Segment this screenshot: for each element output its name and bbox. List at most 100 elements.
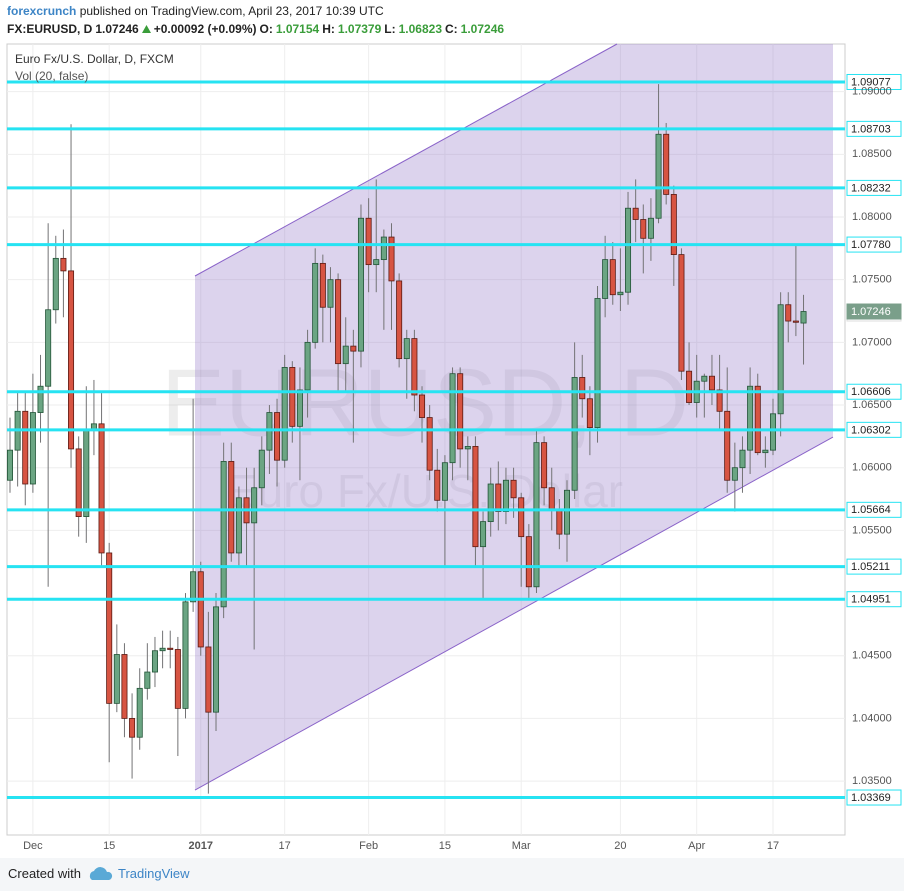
candle-down bbox=[106, 552, 113, 704]
y-tick-label: 1.05500 bbox=[852, 524, 892, 536]
header: forexcrunch published on TradingView.com… bbox=[0, 0, 904, 42]
candle-up bbox=[182, 601, 189, 709]
x-tick-label: Mar bbox=[512, 840, 531, 852]
level-label: 1.09077 bbox=[851, 76, 891, 88]
x-tick-label: Dec bbox=[23, 840, 43, 852]
level-box bbox=[846, 558, 902, 575]
candle-up bbox=[342, 345, 349, 365]
level-label: 1.07780 bbox=[851, 239, 891, 251]
y-tick-label: 1.03500 bbox=[852, 775, 892, 787]
candle-down bbox=[365, 217, 372, 266]
brand-link[interactable]: TradingView bbox=[118, 866, 190, 881]
candle-up bbox=[281, 367, 288, 461]
candle-down bbox=[640, 219, 647, 239]
candle-up bbox=[220, 461, 227, 608]
candle-down bbox=[716, 389, 723, 412]
author[interactable]: forexcrunch bbox=[7, 4, 77, 18]
candle-down bbox=[670, 194, 677, 255]
plot-area bbox=[6, 43, 846, 836]
candle-down bbox=[274, 412, 281, 461]
channel-lower bbox=[194, 436, 834, 791]
candle-up bbox=[213, 606, 220, 713]
candle-up bbox=[380, 236, 387, 261]
level-label: 1.05211 bbox=[851, 561, 890, 573]
candle-up bbox=[312, 262, 319, 343]
candle-up bbox=[235, 497, 242, 554]
level-box bbox=[846, 421, 902, 438]
candle-up bbox=[45, 309, 52, 387]
y-tick-label: 1.06500 bbox=[852, 399, 892, 411]
footer: Created with TradingView bbox=[0, 858, 904, 891]
l-value: 1.06823 bbox=[398, 22, 442, 36]
candle-up bbox=[563, 489, 570, 535]
level-box bbox=[846, 120, 902, 137]
candle-up bbox=[731, 467, 738, 481]
candle-down bbox=[434, 469, 441, 501]
candle-up bbox=[441, 462, 448, 501]
candle-up bbox=[29, 412, 36, 485]
candle-up bbox=[37, 385, 44, 413]
candle-up bbox=[594, 298, 601, 428]
candle-down bbox=[22, 410, 29, 485]
candle-up bbox=[464, 445, 471, 450]
candle-up bbox=[480, 521, 487, 548]
candle-down bbox=[785, 304, 792, 322]
x-tick-label: Feb bbox=[359, 840, 378, 852]
level-box bbox=[846, 501, 902, 518]
legend-volume: Vol (20, false) bbox=[15, 69, 88, 83]
candle-up bbox=[403, 338, 410, 360]
h-value: 1.07379 bbox=[337, 22, 382, 36]
symbol: FX:EURUSD, D bbox=[7, 22, 93, 36]
level-label: 1.05664 bbox=[851, 504, 891, 516]
candle-up bbox=[625, 207, 632, 293]
candle-down bbox=[495, 483, 502, 512]
candle-down bbox=[548, 487, 555, 511]
l-label: L: bbox=[384, 22, 396, 36]
y-tick-label: 1.07500 bbox=[852, 274, 892, 286]
candle-down bbox=[350, 345, 357, 352]
o-label: O: bbox=[259, 22, 273, 36]
level-box bbox=[846, 591, 902, 608]
candle-up bbox=[304, 341, 311, 391]
candle-up bbox=[617, 291, 624, 296]
candle-down bbox=[419, 394, 426, 418]
candle-down bbox=[75, 448, 82, 517]
candle-down bbox=[556, 509, 563, 535]
candle-down bbox=[174, 649, 181, 709]
y-tick-label: 1.04000 bbox=[852, 712, 892, 724]
legend-title: Euro Fx/U.S. Dollar, D, FXCM bbox=[15, 52, 174, 66]
x-tick-label: Apr bbox=[688, 840, 705, 852]
candle-down bbox=[609, 259, 616, 296]
candle-down bbox=[60, 257, 67, 272]
candle-up bbox=[357, 217, 364, 352]
x-tick-label: 2017 bbox=[189, 840, 213, 852]
x-tick-label: 17 bbox=[279, 840, 291, 852]
change: +0.00092 (+0.09%) bbox=[153, 22, 257, 36]
level-label: 1.08703 bbox=[851, 123, 891, 135]
candle-up bbox=[647, 217, 654, 239]
level-box bbox=[846, 789, 902, 806]
candle-up bbox=[739, 449, 746, 469]
published: published on TradingView.com, April 23, … bbox=[79, 4, 384, 18]
last-price-box bbox=[846, 303, 902, 320]
candle-down bbox=[129, 718, 136, 738]
x-tick-label: 15 bbox=[103, 840, 115, 852]
candle-up bbox=[159, 647, 166, 652]
candle-up bbox=[533, 442, 540, 588]
level-label: 1.03369 bbox=[851, 792, 891, 804]
y-tick-label: 1.04500 bbox=[852, 650, 892, 662]
candle-down bbox=[541, 442, 548, 489]
candle-down bbox=[792, 320, 799, 323]
candle-up bbox=[747, 385, 754, 451]
quote-line: FX:EURUSD, D 1.07246 +0.00092 (+0.09%) O… bbox=[7, 22, 504, 36]
x-tick-label: 17 bbox=[767, 840, 779, 852]
candle-up bbox=[296, 389, 303, 427]
level-box bbox=[846, 236, 902, 253]
candle-down bbox=[289, 367, 296, 427]
level-box bbox=[846, 383, 902, 400]
y-tick-label: 1.09000 bbox=[852, 86, 892, 98]
candle-down bbox=[411, 338, 418, 396]
candle-up bbox=[373, 259, 380, 266]
y-tick-label: 1.08500 bbox=[852, 148, 892, 160]
candle-up bbox=[258, 449, 265, 489]
